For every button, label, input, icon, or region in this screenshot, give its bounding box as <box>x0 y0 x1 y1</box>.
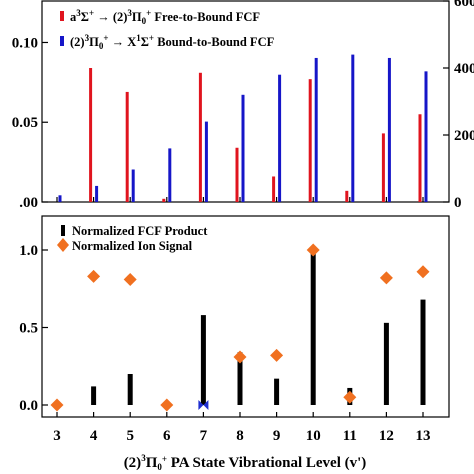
bar-bound-to-bound <box>241 94 245 202</box>
point-ion-signal <box>306 243 320 257</box>
point-ion-signal <box>123 272 137 286</box>
x-tick-label: 7 <box>200 428 208 444</box>
bottom-tick-label: 0.5 <box>19 321 38 337</box>
bar-bound-to-bound <box>424 71 428 202</box>
point-ion-signal <box>270 348 284 362</box>
top-left-tick-label: 0.05 <box>12 115 38 131</box>
bar-bound-to-bound <box>204 121 208 202</box>
bar-bound-to-bound <box>278 74 282 202</box>
bottom-tick-label: 0.0 <box>19 398 38 414</box>
top-bar-group <box>58 54 428 203</box>
legend-swatch-fcf-product <box>61 225 65 236</box>
bottom-x-axis: 3 4 5 6 7 8 9 10 11 12 13 <box>53 412 431 444</box>
bottom-tick-label: 1.0 <box>19 243 38 259</box>
bar-bound-to-bound <box>58 195 62 202</box>
point-ion-signal <box>160 398 174 412</box>
bar-fcf-product <box>237 352 243 405</box>
x-tick-label: 3 <box>53 428 61 444</box>
point-ion-signal <box>50 398 64 412</box>
x-tick-label: 6 <box>163 428 171 444</box>
point-ion-signal <box>343 390 357 404</box>
point-ion-signal <box>233 350 247 364</box>
bar-fcf-product <box>420 299 426 405</box>
point-ion-signal <box>87 269 101 283</box>
x-tick-label: 12 <box>379 428 394 444</box>
bar-bound-to-bound <box>314 57 318 203</box>
bar-fcf-product <box>127 374 133 405</box>
bar-free-to-bound <box>272 176 276 202</box>
top-right-y-axis: 0 200 400 600 <box>443 0 474 211</box>
bar-free-to-bound <box>235 147 239 202</box>
legend-swatch-bound-to-bound <box>60 36 64 46</box>
bar-bound-to-bound <box>351 54 355 202</box>
x-axis-title: (2)3Π0+ PA State Vibrational Level (v') <box>124 453 367 472</box>
legend-label-ion-signal: Normalized Ion Signal <box>72 239 193 253</box>
top-left-tick-label: 0.10 <box>12 35 38 51</box>
bar-free-to-bound <box>125 91 129 202</box>
special-marker-left <box>198 400 204 410</box>
legend-label-bound-to-bound: (2)3Π0+ → X1Σ+ Bound-to-Bound FCF <box>70 33 275 51</box>
x-tick-label: 11 <box>343 428 357 444</box>
top-left-tick-label: .00 <box>19 195 38 211</box>
bar-free-to-bound <box>162 198 166 202</box>
bar-fcf-product <box>91 386 97 405</box>
x-tick-label: 8 <box>236 428 244 444</box>
top-legend: a3Σ+ → (2)3Π0+ Free-to-Bound FCF (2)3Π0+… <box>60 8 275 51</box>
top-plot-frame <box>41 0 450 203</box>
x-tick-label: 10 <box>306 428 321 444</box>
bar-bound-to-bound <box>387 57 391 203</box>
bar-free-to-bound <box>418 114 422 202</box>
top-right-tick-label: 600 <box>454 0 474 10</box>
bar-fcf-product <box>310 250 316 405</box>
x-tick-label: 5 <box>126 428 134 444</box>
bottom-plot-frame <box>41 215 450 418</box>
top-left-y-axis: .00 0.05 0.10 <box>12 35 424 211</box>
x-tick-label: 9 <box>273 428 281 444</box>
legend-swatch-free-to-bound <box>60 11 64 21</box>
x-tick-label: 4 <box>90 428 98 444</box>
bar-free-to-bound <box>381 133 385 202</box>
bar-bound-to-bound <box>95 185 99 202</box>
bottom-legend: Normalized FCF Product Normalized Ion Si… <box>57 224 208 253</box>
bar-free-to-bound <box>308 79 312 202</box>
legend-swatch-ion-signal <box>57 238 69 252</box>
special-marker-right <box>203 400 209 410</box>
bar-fcf-product <box>383 322 389 405</box>
bar-free-to-bound <box>345 190 349 202</box>
top-right-tick-label: 400 <box>454 61 474 77</box>
bar-bound-to-bound <box>131 169 135 202</box>
top-right-tick-label: 200 <box>454 128 474 144</box>
bar-fcf-product <box>200 315 206 405</box>
legend-label-fcf-product: Normalized FCF Product <box>72 224 208 238</box>
bottom-bar-group <box>91 250 426 405</box>
legend-label-free-to-bound: a3Σ+ → (2)3Π0+ Free-to-Bound FCF <box>70 8 260 26</box>
bar-fcf-product <box>274 378 280 405</box>
point-ion-signal <box>379 271 393 285</box>
top-right-tick-label: 0 <box>454 195 462 211</box>
point-ion-signal <box>416 265 430 279</box>
bar-free-to-bound <box>89 68 93 202</box>
bar-bound-to-bound <box>168 148 172 202</box>
bottom-point-group <box>50 243 430 412</box>
bottom-y-axis: 0.0 0.5 1.0 <box>19 243 48 414</box>
bar-free-to-bound <box>198 72 202 203</box>
x-tick-label: 13 <box>416 428 431 444</box>
